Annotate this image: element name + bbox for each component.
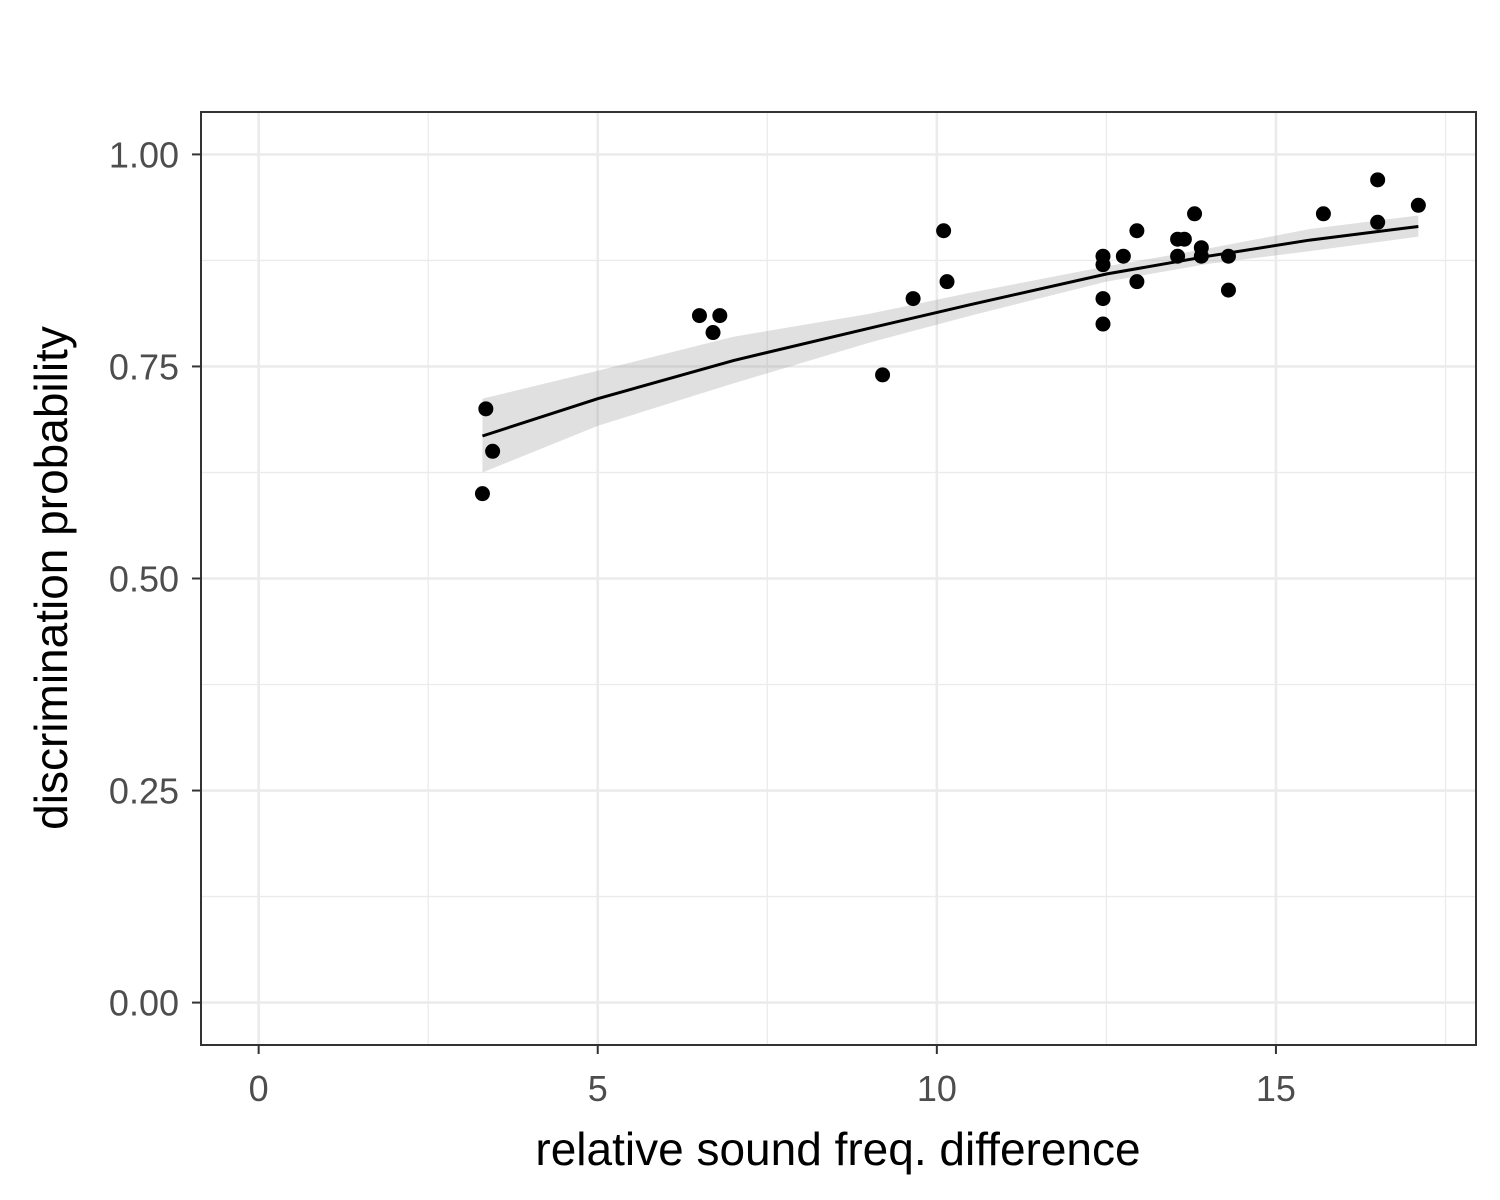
y-tick-label: 1.00 [109,134,179,175]
y-tick-labels: 0.00 0.25 0.50 0.75 1.00 [109,134,179,1023]
data-point [705,325,721,341]
data-point [1187,206,1203,222]
confidence-band [482,215,1419,473]
x-axis-title: relative sound freq. difference [535,1123,1140,1175]
y-tick-label: 0.00 [109,983,179,1024]
y-tick-label: 0.25 [109,771,179,812]
data-point [1170,248,1186,264]
data-point [1193,248,1209,264]
data-point [1176,231,1192,247]
axis-ticks [192,153,1277,1054]
y-axis-title: discrimination probability [25,326,77,830]
data-point [936,223,952,239]
data-point [1315,206,1331,222]
x-tick-label: 0 [249,1068,269,1109]
data-point [1410,197,1426,213]
data-point [474,486,490,502]
data-point [712,308,728,324]
data-point [875,367,891,383]
data-point [939,274,955,290]
data-point [1220,248,1236,264]
x-tick-label: 15 [1256,1068,1296,1109]
data-point [1220,282,1236,298]
x-tick-labels: 0 5 10 15 [249,1068,1296,1109]
fit-line-layer [481,225,1419,438]
data-point [1095,291,1111,307]
data-point [478,401,494,417]
fit-line [481,225,1419,438]
data-point [905,291,921,307]
data-point [1095,316,1111,332]
y-tick-label: 0.75 [109,346,179,387]
data-point [485,443,501,459]
data-point [1129,274,1145,290]
grid-lines [201,112,1476,1045]
data-point [1095,257,1111,273]
x-tick-label: 5 [588,1068,608,1109]
data-point [1129,223,1145,239]
data-points [474,172,1426,502]
data-point [1370,214,1386,230]
data-point [1115,248,1131,264]
x-tick-label: 10 [917,1068,957,1109]
data-point [1370,172,1386,188]
y-tick-label: 0.50 [109,559,179,600]
confidence-band-layer [482,215,1419,473]
data-point [691,308,707,324]
